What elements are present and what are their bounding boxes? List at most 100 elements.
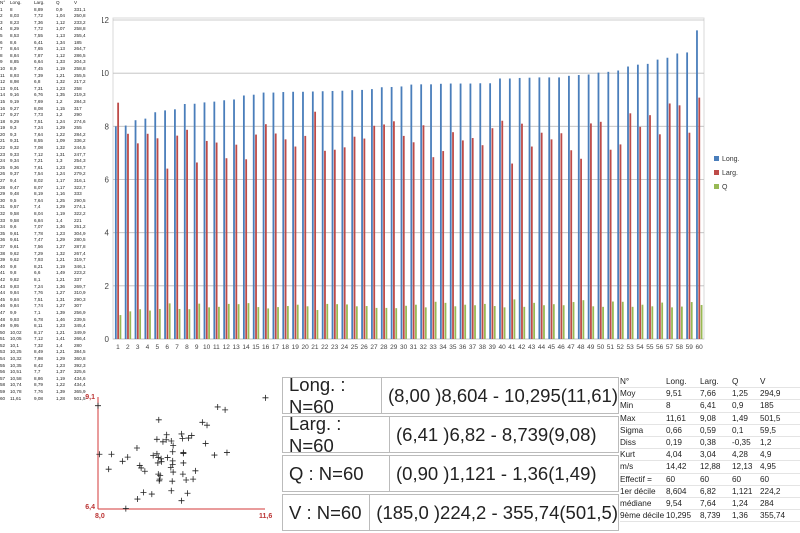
cell: 7,93	[34, 257, 43, 263]
legend-swatch	[714, 170, 719, 175]
bar-q	[631, 306, 634, 339]
cell: 9,82	[10, 276, 19, 282]
stats-row: Max 11,61 9,08 1,49 501,5	[620, 413, 800, 425]
cell: 8,23	[10, 19, 19, 25]
cell: 1,29	[56, 237, 65, 243]
x-tick-label: 37	[469, 344, 477, 351]
cell: 10,05	[10, 336, 22, 342]
table-row: 9 8,85 6,64 1,33 204,3	[0, 59, 102, 66]
x-tick-label: 30	[400, 344, 408, 351]
bar-long	[617, 70, 620, 339]
scatter-point	[155, 454, 162, 461]
cell: 4,95	[760, 462, 776, 472]
cell: 44	[0, 290, 6, 296]
bar-q	[434, 301, 437, 339]
cell: 7	[0, 46, 3, 52]
stats-row: Moy 9,51 7,66 1,25 294,9	[620, 388, 800, 401]
x-tick-label: 5	[156, 344, 160, 351]
bar-larg	[521, 123, 523, 339]
cell: 1,36	[56, 224, 65, 230]
cell: Moy	[620, 389, 636, 399]
x-tick-label: 34	[439, 344, 447, 351]
bar-larg	[373, 125, 376, 339]
x-tick-label: 8,0	[95, 513, 105, 520]
x-tick-label: 50	[597, 344, 605, 351]
bar-q	[296, 304, 299, 339]
cell: 319,7	[74, 257, 86, 263]
cell: 53	[0, 349, 6, 355]
x-tick-label: 21	[311, 344, 319, 351]
bar-q	[178, 308, 181, 339]
bar-q	[326, 303, 329, 339]
bar-q	[444, 302, 447, 339]
cell: 7,87	[34, 52, 43, 58]
cell: 365,9	[74, 389, 86, 395]
scatter-point	[157, 472, 164, 479]
x-tick-label: 15	[252, 344, 260, 351]
x-tick-label: 41	[508, 344, 516, 351]
bar-q	[277, 307, 279, 339]
bar-long	[311, 91, 314, 340]
cell: 4,28	[732, 450, 748, 460]
cell: 255,5	[74, 72, 86, 78]
scatter-point	[155, 416, 162, 423]
cell: 1,23	[56, 164, 65, 170]
cell: 9,61	[10, 230, 19, 236]
bar-long	[203, 102, 206, 340]
cell: 35	[0, 230, 6, 236]
cell: 345,4	[74, 323, 86, 329]
cell: 7,31	[34, 85, 43, 91]
scatter-point	[262, 394, 269, 401]
cell: 286,5	[74, 52, 86, 58]
scatter-point	[150, 452, 157, 459]
cell: 7,64	[34, 197, 43, 203]
cell: 7,54	[34, 171, 43, 177]
cell: 1,17	[56, 178, 65, 184]
cell: 310,9	[74, 290, 86, 296]
bar-q	[355, 306, 358, 339]
bar-q	[700, 304, 703, 339]
bar-long	[134, 120, 137, 339]
cell: 60	[700, 474, 710, 484]
table-row: 19 9,3 7,24 1,29 255	[0, 125, 102, 132]
cell: 317	[74, 105, 82, 111]
x-tick-label: 1	[116, 344, 120, 351]
cell: Larg.	[700, 377, 719, 386]
x-tick-label: 3	[136, 344, 140, 351]
x-tick-label: 24	[341, 344, 349, 351]
bar-q	[346, 304, 348, 339]
cell: 9ème décile	[620, 511, 665, 521]
x-tick-label: 2	[126, 344, 130, 351]
x-tick-label: 23	[331, 344, 339, 351]
bar-q	[661, 302, 664, 339]
table-row: 17 9,27 7,73 1,2 290	[0, 112, 102, 119]
bar-long	[292, 91, 295, 340]
cell: 60	[760, 474, 770, 484]
bar-larg	[609, 149, 612, 339]
cell: 10,25	[10, 349, 22, 355]
table-row: 5 8,53 7,55 1,13 255,4	[0, 33, 102, 40]
cell: 7,07	[34, 224, 43, 230]
scatter-point	[199, 419, 206, 426]
table-row: 1 8 8,89 0,9 331,1	[0, 7, 102, 14]
cell: 219,3	[74, 92, 86, 98]
bar-larg	[353, 136, 356, 339]
bar-q	[385, 307, 388, 339]
x-tick-label: 9	[195, 344, 199, 351]
scatter-point	[156, 477, 163, 484]
bar-long	[459, 83, 462, 339]
cell: 18	[0, 118, 6, 124]
cell: 8,84	[10, 52, 19, 58]
bar-q	[158, 308, 161, 339]
cell: 1,36	[56, 283, 65, 289]
x-tick-label: 25	[351, 344, 359, 351]
table-row: 50 10,02 8,17 1,21 349,9	[0, 330, 102, 337]
bar-q	[395, 308, 398, 339]
cell: 46	[0, 303, 6, 309]
bar-larg	[363, 138, 366, 339]
cell: 1,3	[56, 158, 63, 164]
table-row: 15 9,19 7,69 1,2 284,3	[0, 99, 102, 106]
cell: 1,19	[56, 211, 65, 216]
cell: 3,04	[700, 450, 716, 460]
cell: 1,21	[56, 257, 65, 263]
